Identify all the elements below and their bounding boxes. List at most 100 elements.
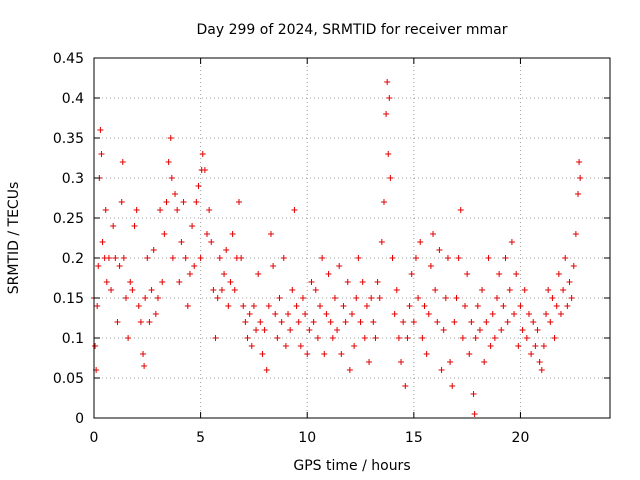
data-point [536,359,543,365]
data-point [459,335,466,341]
data-point [176,279,183,285]
data-point [336,263,343,269]
data-point [464,271,471,277]
data-point [223,247,230,253]
data-point [483,319,490,325]
data-point [199,151,206,157]
grid-lines [94,58,610,418]
data-point [174,207,181,213]
data-point [255,271,262,277]
data-point [511,311,518,317]
data-point [387,175,394,181]
data-point [380,199,387,205]
data-point [389,255,396,261]
data-point [393,287,400,293]
data-point [355,255,362,261]
y-tick-label: 0 [75,411,84,427]
data-point [144,255,151,261]
data-point [244,335,251,341]
data-point [112,255,119,261]
data-point [449,383,456,389]
data-point [231,287,238,293]
data-point [353,295,360,301]
data-point [427,263,434,269]
plot-frame [93,57,611,419]
data-point [291,207,298,213]
data-point [119,159,126,165]
data-point [453,295,460,301]
data-point [334,327,341,333]
x-tick-label: 0 [90,430,99,446]
data-point [253,327,260,333]
x-tick-label: 10 [298,430,316,446]
x-tick-label: 5 [196,430,205,446]
data-point [471,411,478,417]
y-tick-label: 0.4 [62,91,84,107]
data-point [376,295,383,301]
data-point [468,319,475,325]
data-point [148,287,155,293]
y-tick-label: 0.15 [53,291,84,307]
data-point [530,319,537,325]
data-point [540,343,547,349]
data-point [154,295,161,301]
data-point [553,303,560,309]
data-point [157,207,164,213]
data-point [572,231,579,237]
data-point [227,279,234,285]
data-point [351,343,358,349]
data-point [400,319,407,325]
data-point [278,319,285,325]
data-point [479,287,486,293]
data-point [270,263,277,269]
data-point [470,391,477,397]
data-point [372,335,379,341]
data-point [436,247,443,253]
data-point [133,207,140,213]
data-point [129,287,136,293]
y-tick-label: 0.45 [53,51,84,67]
data-point [204,231,211,237]
data-point [259,351,266,357]
y-axis-label: SRMTID / TECUs [6,182,22,295]
data-point [140,351,147,357]
data-point [472,335,479,341]
data-point [225,303,232,309]
data-point [135,303,142,309]
data-point [410,319,417,325]
data-point [257,319,264,325]
data-point [440,327,447,333]
data-point [521,287,528,293]
data-point [263,367,270,373]
data-point [500,303,507,309]
data-point [425,311,432,317]
data-point [534,327,541,333]
x-axis-label: GPS time / hours [293,458,410,474]
data-point [299,295,306,301]
data-point [287,327,294,333]
data-point [570,263,577,269]
data-point [508,239,515,245]
data-point [131,223,138,229]
data-point [312,287,319,293]
data-point [385,151,392,157]
data-point [386,95,393,101]
data-point [182,255,189,261]
data-point [504,319,511,325]
data-point [547,319,554,325]
data-point [195,183,202,189]
data-point [370,319,377,325]
data-point [308,279,315,285]
data-point [116,263,123,269]
data-point [363,303,370,309]
data-point [146,319,153,325]
chart-title: Day 299 of 2024, SRMTID for receiver mma… [196,22,507,38]
y-tick-label: 0.1 [62,331,84,347]
data-point [493,295,500,301]
data-point [206,207,213,213]
data-point [314,335,321,341]
data-point [519,327,526,333]
data-point [197,255,204,261]
data-point [476,327,483,333]
data-point [265,303,272,309]
